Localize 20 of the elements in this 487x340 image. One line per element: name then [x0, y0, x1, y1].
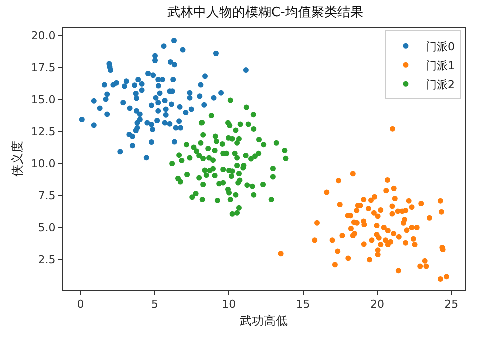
x-tick-label: 5 — [151, 298, 158, 312]
y-tick-label: 15.0 — [31, 94, 56, 107]
y-tick-label: 5.0 — [38, 222, 56, 235]
y-tick-label: 12.5 — [31, 126, 56, 139]
x-tick-label: 20 — [370, 298, 384, 312]
y-axis-title: 侠义度 — [10, 141, 25, 177]
y-tick-label: 10.0 — [31, 158, 56, 171]
y-tick-label: 20.0 — [31, 30, 56, 43]
x-tick-label: 15 — [296, 298, 310, 312]
y-tick-label: 17.5 — [31, 62, 56, 75]
x-tick-label: 0 — [77, 298, 84, 312]
x-tick-label: 25 — [444, 298, 459, 312]
chart-title: 武林中人物的模糊C-均值聚类结果 — [168, 5, 364, 20]
legend-label: 门派2 — [426, 78, 455, 92]
legend-label: 门派1 — [426, 59, 455, 72]
y-tick-label: 2.5 — [38, 254, 56, 267]
y-tick-label: 7.5 — [38, 190, 56, 203]
legend-label: 门派0 — [426, 40, 455, 54]
x-axis-title: 武功高低 — [240, 314, 288, 328]
x-tick-label: 10 — [222, 298, 236, 312]
